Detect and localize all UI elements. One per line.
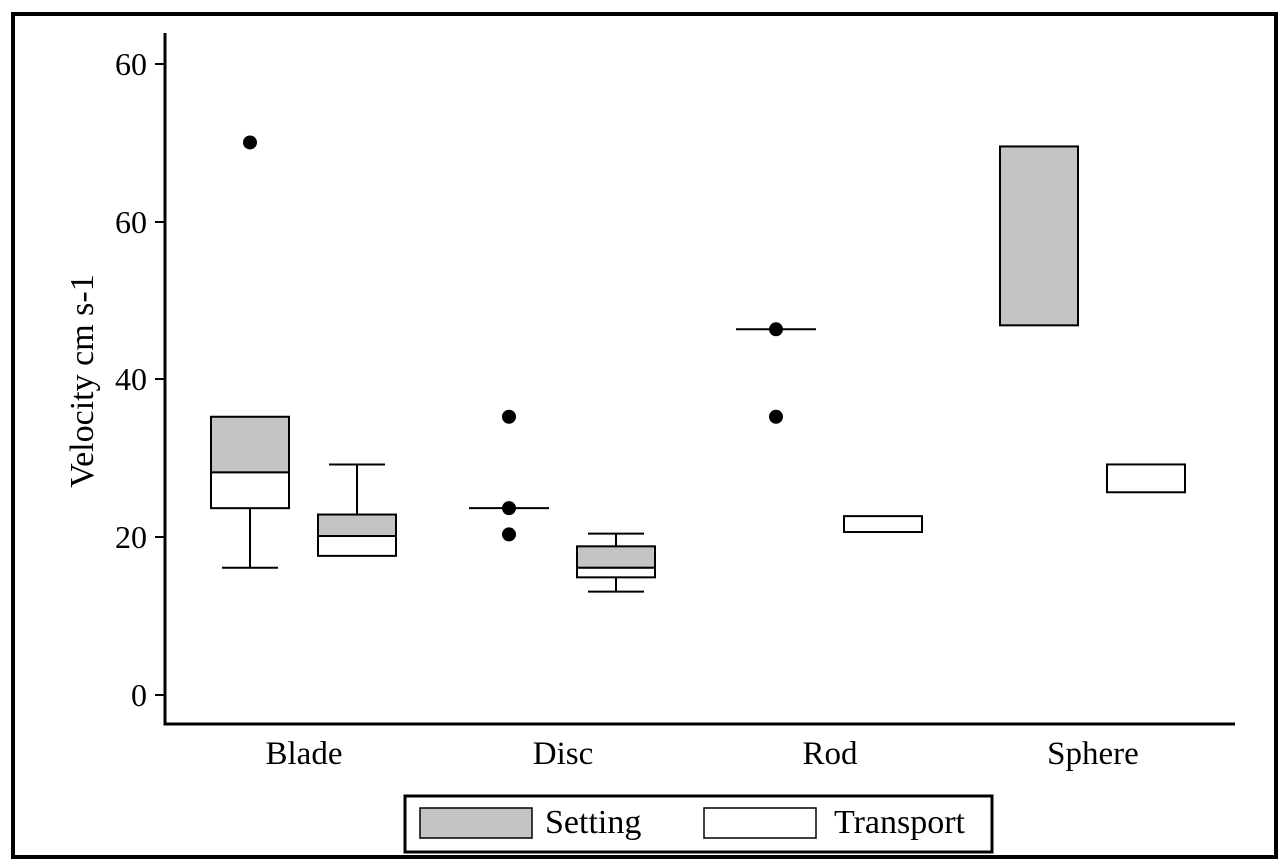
y-tick-label: 60 [115,46,147,82]
box-transport-disc [576,532,656,593]
box-upper [576,545,656,569]
box-body [1106,463,1186,494]
y-tick-label: 40 [115,361,147,397]
box-lower [317,535,397,557]
outlier-point [243,135,257,150]
y-tick-label: 20 [115,519,147,555]
y-axis-label: Velocity cm s-1 [64,274,101,487]
outlier-point [502,527,516,542]
box-lower [576,566,656,579]
box-setting-disc [469,409,549,542]
box-series [210,135,1186,593]
box-transport-sphere [1106,463,1186,494]
box-upper [210,415,290,474]
legend-swatch-transport [703,807,817,839]
x-category-label: Rod [802,736,858,772]
x-category-label: Sphere [1047,736,1139,772]
legend: Setting Transport [403,794,994,854]
legend-label-setting: Setting [545,804,641,841]
box-body [999,145,1079,327]
box-upper [317,513,397,537]
x-ticks: Blade Disc Rod Sphere [266,736,1139,772]
box-setting-rod [736,322,816,424]
y-tick-label: 0 [131,677,147,713]
outlier-point [769,322,783,337]
box-lower [210,471,290,510]
y-ticks: 0 20 40 60 60 [115,46,165,713]
box-body [843,515,923,534]
box-transport-rod [843,515,923,534]
legend-label-transport: Transport [834,804,966,841]
outlier-point [769,409,783,424]
legend-swatch-setting [419,807,533,839]
x-category-label: Disc [533,736,594,772]
box-setting-sphere [999,145,1079,327]
box-transport-blade [317,463,397,557]
box-setting-blade [210,135,290,569]
outlier-point [502,409,516,424]
axes [163,33,1235,726]
y-tick-label: 60 [115,204,147,240]
x-category-label: Blade [266,736,343,772]
outlier-point [502,501,516,516]
